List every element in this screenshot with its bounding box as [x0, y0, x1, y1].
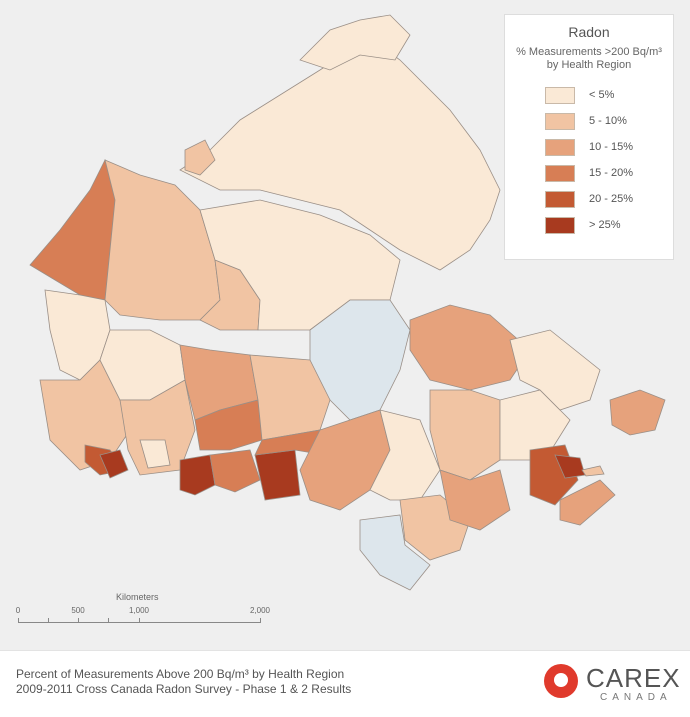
scale-tick — [18, 618, 19, 623]
scale-tick-label: 1,000 — [128, 606, 150, 615]
scale-tick — [78, 618, 79, 623]
scale-tick-label: 2,000 — [249, 606, 271, 615]
scale-tick-label: 0 — [15, 606, 21, 615]
legend-item: 15 - 20% — [505, 160, 673, 186]
scale-title: Kilometers — [116, 592, 159, 602]
legend-swatch — [545, 164, 575, 182]
legend-items: < 5% 5 - 10% 10 - 15% 15 - 20% 20 - 25% … — [505, 82, 673, 238]
region-alberta-south — [119, 379, 196, 476]
region-quebec-south — [439, 469, 511, 531]
carex-logo-icon — [544, 664, 578, 698]
legend-label: 5 - 10% — [589, 115, 627, 127]
legend-swatch — [545, 216, 575, 234]
logo-name: CAREX — [586, 663, 681, 693]
legend-item: 10 - 15% — [505, 134, 673, 160]
logo-sub: CANADA — [600, 692, 672, 703]
region-pei — [581, 465, 605, 477]
map-area: Radon % Measurements >200 Bq/m³ by Healt… — [15, 14, 674, 628]
caption-line-1: Percent of Measurements Above 200 Bq/m³ … — [16, 667, 345, 681]
legend-label: < 5% — [589, 89, 615, 101]
legend: Radon % Measurements >200 Bq/m³ by Healt… — [504, 14, 674, 260]
region-nwt-west — [104, 159, 221, 321]
region-alberta-calgary — [139, 439, 171, 469]
legend-item: > 25% — [505, 212, 673, 238]
legend-swatch — [545, 138, 575, 156]
region-manitoba-south — [254, 449, 301, 501]
scale-tick-label: 500 — [71, 606, 85, 615]
scale-bar: Kilometers 0 500 1,000 2,000 — [16, 588, 286, 628]
legend-label: 15 - 20% — [589, 167, 634, 179]
region-quebec-north — [409, 304, 531, 391]
canada-map — [29, 14, 666, 591]
scale-tick — [48, 618, 49, 623]
legend-swatch — [545, 112, 575, 130]
legend-item: 20 - 25% — [505, 186, 673, 212]
region-nova-scotia — [559, 479, 616, 526]
legend-swatch — [545, 190, 575, 208]
region-sask-south — [179, 454, 216, 496]
legend-subtitle: % Measurements >200 Bq/m³ by Health Regi… — [516, 46, 662, 71]
region-quebec-central — [429, 389, 501, 481]
legend-label: 10 - 15% — [589, 141, 634, 153]
legend-title: Radon — [568, 24, 610, 40]
region-sask-south-east — [209, 449, 261, 493]
region-bc-interior — [99, 449, 129, 479]
scale-tick — [139, 618, 140, 623]
legend-label: > 25% — [589, 219, 621, 231]
region-banks-island — [184, 139, 216, 176]
legend-item: < 5% — [505, 82, 673, 108]
footer: Percent of Measurements Above 200 Bq/m³ … — [0, 650, 690, 717]
region-yukon — [29, 158, 116, 301]
region-newfoundland — [609, 389, 666, 436]
scale-tick — [260, 618, 261, 623]
legend-swatch — [545, 86, 575, 104]
caption-line-2: 2009-2011 Cross Canada Radon Survey - Ph… — [16, 682, 352, 696]
region-quebec-east — [499, 389, 571, 461]
region-arctic-archipelago — [179, 44, 501, 271]
great-lakes — [359, 514, 431, 591]
region-labrador — [509, 329, 601, 411]
map-caption: Percent of Measurements Above 200 Bq/m³ … — [16, 667, 351, 697]
scale-tick — [108, 618, 109, 623]
region-ellesmere — [299, 14, 411, 71]
legend-label: 20 - 25% — [589, 193, 634, 205]
legend-item: 5 - 10% — [505, 108, 673, 134]
carex-logo: CAREX CANADA — [544, 663, 680, 707]
